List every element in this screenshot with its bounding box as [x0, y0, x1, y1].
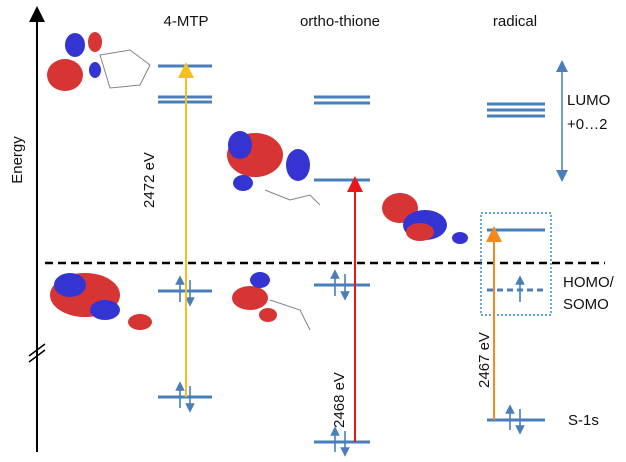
column-ortho-thione: ortho-thione 2468 eV [300, 13, 380, 452]
column-4-mtp: 4-MTP 2472 eV [141, 13, 212, 408]
somo-label: SOMO [563, 296, 609, 313]
lumo-range: +0…2 [567, 116, 607, 133]
energy-diagram: Energy 4-MTP 2472 eV ortho-thione 2468 e… [0, 0, 626, 457]
column-label: 4-MTP [164, 13, 209, 30]
column-label: radical [493, 13, 537, 30]
homo-label: HOMO/ [563, 274, 615, 291]
energy-axis: Energy [9, 14, 45, 452]
transition-label: 2468 eV [331, 372, 348, 428]
orbitals [47, 32, 468, 330]
axis-label: Energy [9, 136, 26, 184]
column-label: ortho-thione [300, 13, 380, 30]
side-labels: LUMO +0…2 HOMO/ SOMO S-1s [562, 66, 615, 429]
lumo-label: LUMO [567, 92, 610, 109]
transition-label: 2467 eV [476, 332, 493, 388]
core-label: S-1s [568, 412, 599, 429]
transition-label: 2472 eV [141, 152, 158, 208]
column-radical: radical 2467 eV [476, 13, 551, 430]
